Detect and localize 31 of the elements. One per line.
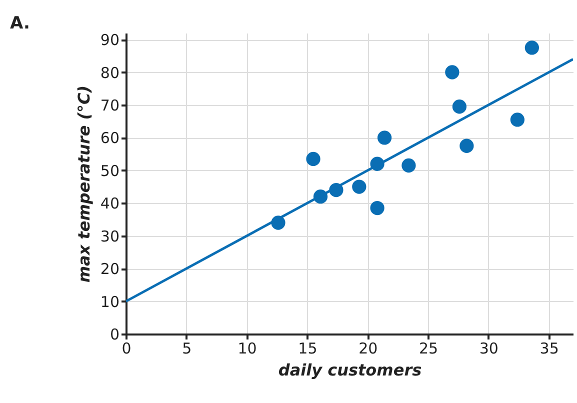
y-tick-label: 60 [100, 129, 120, 148]
point [370, 200, 384, 216]
y-axis-title: max temperature (°C) [74, 85, 94, 283]
point [352, 180, 366, 194]
y-tick-label: 80 [100, 64, 120, 82]
x-tick-label: 20 [358, 340, 378, 358]
point [460, 138, 474, 153]
x-tick-label: 30 [479, 340, 498, 358]
y-tick-label: 0 [110, 326, 120, 344]
x-tick-label: 0 [122, 340, 132, 358]
y-tick-label: 10 [100, 292, 120, 311]
y-tick-label: 30 [100, 227, 120, 246]
y-tick-label: 40 [100, 194, 120, 213]
x-tick-label: 10 [238, 340, 257, 358]
y-tick-label: 50 [100, 162, 120, 180]
x-tick-label: 5 [182, 340, 192, 358]
x-axis-title: daily customers [278, 360, 422, 380]
point [306, 152, 320, 166]
point [377, 130, 392, 145]
point [445, 65, 460, 80]
y-tick-label: 90 [100, 31, 120, 50]
point [524, 40, 539, 55]
x-tick-label: 25 [418, 340, 438, 358]
chart-title: A. [10, 14, 30, 34]
y-tick-label: 70 [100, 96, 120, 114]
x-tick-label: 15 [298, 340, 318, 358]
y-tick-label: 20 [100, 260, 120, 278]
point [510, 112, 524, 127]
point [452, 100, 467, 114]
point [402, 158, 416, 173]
x-tick-label: 35 [540, 340, 559, 358]
